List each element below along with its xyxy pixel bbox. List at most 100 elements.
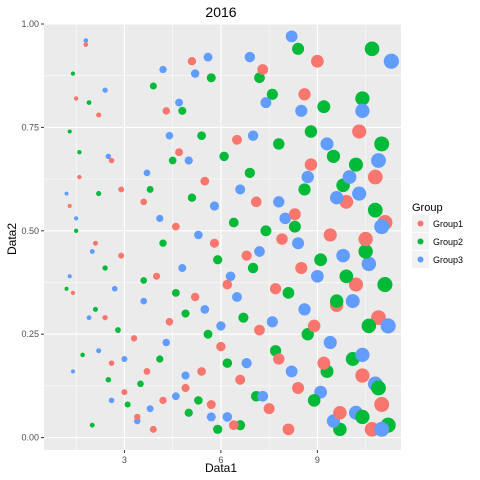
data-point-group2 xyxy=(367,202,383,218)
data-point-group2 xyxy=(348,157,363,172)
data-point-group2 xyxy=(219,151,229,162)
data-point-group2 xyxy=(329,294,344,308)
data-point-group1 xyxy=(250,196,262,208)
data-point-group1 xyxy=(282,423,295,436)
x-axis-label: Data1 xyxy=(205,461,237,475)
data-point-group2 xyxy=(194,396,203,405)
data-point-group2 xyxy=(260,225,272,237)
data-point-group3 xyxy=(257,390,269,402)
data-point-group1 xyxy=(130,335,138,342)
data-point-group1 xyxy=(311,54,324,68)
data-point-group2 xyxy=(181,309,190,318)
y-tick-label: 1.00 xyxy=(21,19,39,29)
legend-title: Group xyxy=(412,202,443,214)
data-point-group3 xyxy=(171,392,180,401)
data-point-group3 xyxy=(216,321,226,331)
data-point-group1 xyxy=(355,368,370,383)
data-point-group1 xyxy=(228,420,239,431)
data-point-group2 xyxy=(339,269,354,284)
data-point-group3 xyxy=(96,348,102,354)
data-point-group3 xyxy=(225,271,236,282)
data-point-group1 xyxy=(197,367,206,376)
data-point-group2 xyxy=(377,277,393,293)
data-point-group2 xyxy=(307,394,321,407)
data-point-group2 xyxy=(228,217,239,228)
data-point-group2 xyxy=(115,327,121,333)
data-point-group3 xyxy=(67,274,72,279)
data-point-group3 xyxy=(260,97,272,109)
data-point-group3 xyxy=(374,421,390,437)
data-point-group3 xyxy=(301,170,314,184)
data-point-group1 xyxy=(140,198,148,206)
data-point-group2 xyxy=(137,380,144,388)
data-point-group1 xyxy=(108,157,115,164)
data-point-group1 xyxy=(102,314,108,321)
data-point-group2 xyxy=(140,277,148,284)
data-point-group3 xyxy=(254,246,265,257)
data-point-group3 xyxy=(352,186,367,201)
data-point-group2 xyxy=(74,228,79,233)
data-point-group2 xyxy=(156,355,164,363)
data-point-group1 xyxy=(83,42,89,48)
x-tick-label: 6 xyxy=(218,455,223,465)
data-point-group1 xyxy=(121,389,128,396)
data-point-group2 xyxy=(67,129,72,134)
data-point-group2 xyxy=(273,138,285,150)
x-tick-label: 9 xyxy=(315,455,320,465)
data-point-group3 xyxy=(241,358,252,369)
data-point-group2 xyxy=(314,253,327,267)
data-point-group3 xyxy=(162,338,170,347)
data-point-group3 xyxy=(323,335,337,350)
data-point-group3 xyxy=(244,51,256,63)
data-point-group2 xyxy=(89,422,95,428)
data-point-group3 xyxy=(298,303,311,316)
data-point-group1 xyxy=(276,233,288,245)
data-point-group3 xyxy=(320,137,334,151)
data-point-group3 xyxy=(83,38,89,43)
data-point-group2 xyxy=(102,265,108,271)
data-point-group3 xyxy=(383,53,399,69)
data-point-group2 xyxy=(77,149,82,155)
data-point-group1 xyxy=(200,176,210,186)
data-point-group3 xyxy=(273,196,285,208)
data-point-group2 xyxy=(326,149,341,163)
data-point-group3 xyxy=(371,153,386,168)
data-point-group3 xyxy=(374,219,390,235)
data-point-group1 xyxy=(175,148,184,157)
data-point-group2 xyxy=(304,125,318,138)
data-point-group2 xyxy=(80,352,85,358)
data-point-group2 xyxy=(361,318,377,334)
data-point-group3 xyxy=(102,87,108,93)
data-point-group3 xyxy=(178,264,187,273)
data-point-group2 xyxy=(282,286,295,299)
data-point-group1 xyxy=(92,240,98,246)
data-point-group2 xyxy=(247,262,259,274)
data-point-group2 xyxy=(222,358,233,368)
data-point-group3 xyxy=(361,256,377,272)
data-point-group1 xyxy=(77,174,82,180)
y-tick-label: 0.25 xyxy=(21,329,39,339)
data-point-group1 xyxy=(367,169,383,185)
data-point-group2 xyxy=(213,424,223,434)
data-point-group3 xyxy=(143,169,151,177)
data-point-group3 xyxy=(175,98,184,107)
data-point-group2 xyxy=(159,239,167,247)
data-point-group2 xyxy=(184,408,193,417)
data-point-group3 xyxy=(74,216,79,221)
data-point-group2 xyxy=(374,136,390,152)
data-point-group1 xyxy=(257,64,269,75)
data-point-group1 xyxy=(307,319,321,333)
data-point-group2 xyxy=(371,380,386,396)
y-tick-label: 0.75 xyxy=(21,122,39,132)
data-point-group2 xyxy=(203,329,213,339)
data-point-group1 xyxy=(187,57,197,66)
data-point-group2 xyxy=(124,401,131,408)
legend-key-group3 xyxy=(417,256,424,263)
data-point-group3 xyxy=(140,297,148,305)
data-point-group3 xyxy=(64,191,69,196)
chart-title: 2016 xyxy=(205,4,236,20)
data-point-group2 xyxy=(197,131,206,141)
data-point-group1 xyxy=(254,324,265,336)
data-point-group1 xyxy=(143,368,151,375)
data-point-group1 xyxy=(216,341,226,352)
